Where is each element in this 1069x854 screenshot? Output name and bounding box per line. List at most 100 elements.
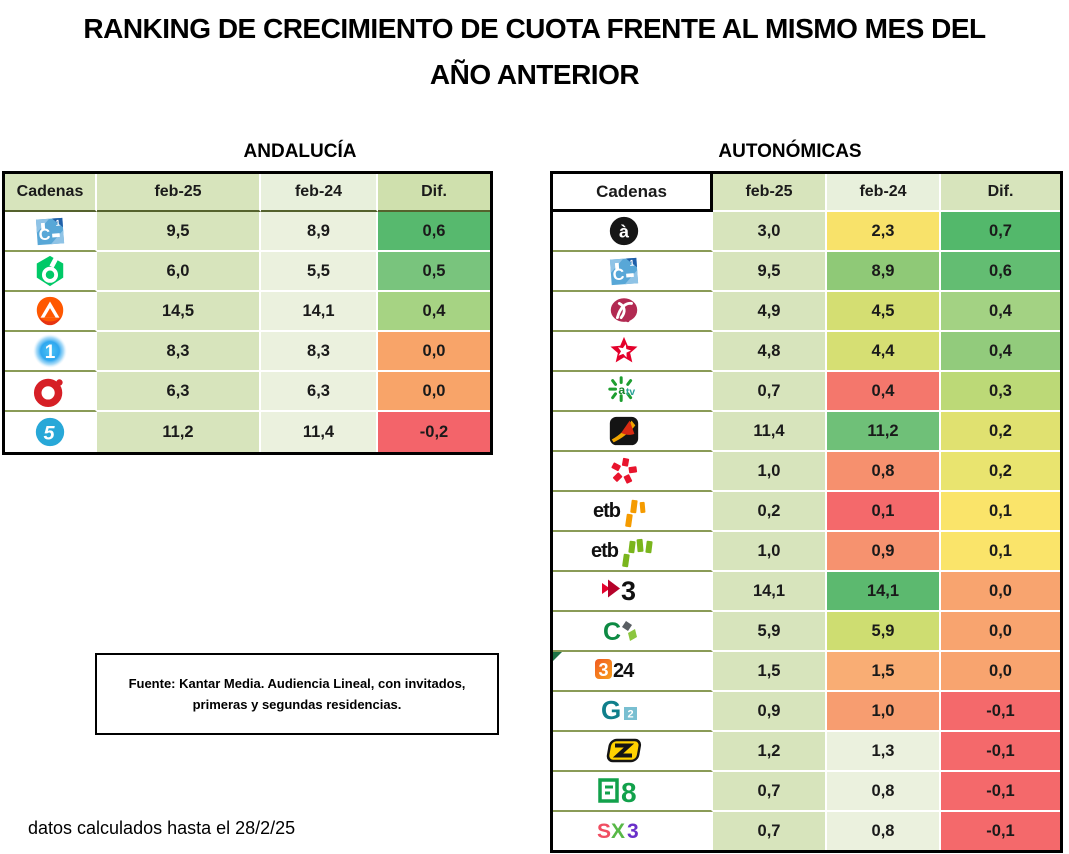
channel-cell-antena-3 <box>5 292 97 332</box>
cuatro-logo <box>33 374 67 408</box>
cell-corner-marker <box>553 652 562 661</box>
cell-feb25-television-canaria: 5,9 <box>713 612 827 652</box>
cell-feb25-canal-extremadura: 4,9 <box>713 292 827 332</box>
cell-dif-a-punt: 0,7 <box>941 212 1060 252</box>
svg-text:a: a <box>618 383 625 397</box>
svg-text:à: à <box>619 222 630 242</box>
la-8-logo: 8 <box>597 773 651 809</box>
cell-feb24-etb2: 0,9 <box>827 532 941 572</box>
channel-cell-television-canaria: C <box>553 612 713 652</box>
cell-feb24-antena-3: 14,1 <box>261 292 378 332</box>
cell-feb25-telecinco: 11,2 <box>97 412 261 452</box>
cell-dif-etb2: 0,1 <box>941 532 1060 572</box>
svg-text:S: S <box>597 820 611 843</box>
cell-feb25-aragon-tv: 11,4 <box>713 412 827 452</box>
tv3-logo: 3 <box>598 573 650 609</box>
cell-dif-la-8: -0,1 <box>941 772 1060 812</box>
svg-text:G: G <box>601 695 621 725</box>
television-canaria-logo: C <box>602 613 646 649</box>
svg-text:etb: etb <box>593 500 621 522</box>
cell-feb24-canal-extremadura: 4,5 <box>827 292 941 332</box>
la-1-logo: 1 <box>32 333 68 369</box>
cell-feb24-aragon-tv: 11,2 <box>827 412 941 452</box>
etb2-logo: etb <box>590 533 658 569</box>
channel-cell-canal-extremadura <box>553 292 713 332</box>
lasexta-logo <box>33 254 67 288</box>
cell-feb25-sx3: 0,7 <box>713 812 827 850</box>
channel-cell-a-punt: à <box>553 212 713 252</box>
cell-feb25-la-8: 0,7 <box>713 772 827 812</box>
cell-feb25-lasexta: 6,0 <box>97 252 261 292</box>
cell-feb24-tv3: 14,1 <box>827 572 941 612</box>
autonomicas-table: Cadenas feb-25 feb-24 Dif. à 3,0 2,3 0,7 C 1 9,5 8,… <box>550 171 1063 853</box>
cell-feb25-etb1: 0,2 <box>713 492 827 532</box>
column-header-cadenas: Cadenas <box>553 174 713 212</box>
cell-feb25-esport3: 1,2 <box>713 732 827 772</box>
cell-feb24-canal-sur: 8,9 <box>827 252 941 292</box>
cell-feb24-telemadrid: 4,4 <box>827 332 941 372</box>
source-note-box: Fuente: Kantar Media. Audiencia Lineal, … <box>95 653 499 735</box>
cell-dif-lasexta: 0,5 <box>378 252 490 292</box>
footer-note: datos calculados hasta el 28/2/25 <box>28 818 296 838</box>
svg-text:3: 3 <box>627 820 639 843</box>
telemadrid-logo <box>607 334 641 368</box>
cell-dif-sx3: -0,1 <box>941 812 1060 850</box>
cell-feb24-la-1: 8,3 <box>261 332 378 372</box>
cell-feb24-television-canaria: 5,9 <box>827 612 941 652</box>
aragon-tv-logo <box>607 414 641 448</box>
svg-text:1: 1 <box>45 342 56 363</box>
cell-dif-andalucia-tv: 0,3 <box>941 372 1060 412</box>
cell-feb24-andalucia-tv: 0,4 <box>827 372 941 412</box>
svg-text:3: 3 <box>598 660 608 680</box>
etb1-logo: etb <box>592 493 656 529</box>
source-note-line1: Fuente: Kantar Media. Audiencia Lineal, … <box>128 676 466 691</box>
channel-cell-telemadrid <box>553 332 713 372</box>
svg-text:1: 1 <box>55 218 61 228</box>
page-title-line1: RANKING DE CRECIMIENTO DE CUOTA FRENTE A… <box>83 13 986 44</box>
cell-feb25-tvg2: 0,9 <box>713 692 827 732</box>
cell-dif-canal-sur: 0,6 <box>941 252 1060 292</box>
svg-text:3: 3 <box>621 576 636 606</box>
cell-dif-la-1: 0,0 <box>378 332 490 372</box>
cell-feb25-etb2: 1,0 <box>713 532 827 572</box>
cell-feb24-etb1: 0,1 <box>827 492 941 532</box>
page-title-line2: AÑO ANTERIOR <box>429 59 640 90</box>
channel-cell-etb2: etb <box>553 532 713 572</box>
andalucia-table: Cadenas feb-25 feb-24 Dif. C 1 9,5 8,9 0,6 6,0 5,5… <box>2 171 493 455</box>
svg-text:5: 5 <box>44 423 56 445</box>
cell-dif-3-24: 0,0 <box>941 652 1060 692</box>
cell-dif-tvg2: -0,1 <box>941 692 1060 732</box>
cell-dif-television-canaria: 0,0 <box>941 612 1060 652</box>
cmm-logo <box>608 455 640 487</box>
svg-text:C: C <box>612 265 625 284</box>
3-24-logo: 3 24 <box>593 653 655 689</box>
cell-feb24-3-24: 1,5 <box>827 652 941 692</box>
channel-cell-la-1: 1 <box>5 332 97 372</box>
cell-feb24-sx3: 0,8 <box>827 812 941 850</box>
channel-cell-la-8: 8 <box>553 772 713 812</box>
channel-cell-cuatro <box>5 372 97 412</box>
cell-feb25-andalucia-tv: 0,7 <box>713 372 827 412</box>
svg-text:X: X <box>611 820 625 843</box>
cell-feb24-cmm: 0,8 <box>827 452 941 492</box>
cell-feb24-cuatro: 6,3 <box>261 372 378 412</box>
source-note-line2: primeras y segundas residencias. <box>192 697 402 712</box>
page-title: RANKING DE CRECIMIENTO DE CUOTA FRENTE A… <box>0 6 1069 98</box>
column-header-feb-25: feb-25 <box>97 174 261 212</box>
svg-text:24: 24 <box>613 660 635 682</box>
table-title-andalucia: ANDALUCÍA <box>243 141 357 162</box>
channel-cell-tv3: 3 <box>553 572 713 612</box>
column-header-dif: Dif. <box>378 174 490 212</box>
column-header-cadenas: Cadenas <box>5 174 97 212</box>
column-header-dif: Dif. <box>941 174 1060 212</box>
channel-cell-esport3 <box>553 732 713 772</box>
svg-text:etb: etb <box>591 540 619 562</box>
cell-feb24-a-punt: 2,3 <box>827 212 941 252</box>
